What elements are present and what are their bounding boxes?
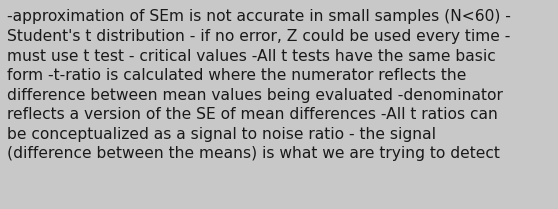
Text: -approximation of SEm is not accurate in small samples (N<60) -
Student's t dist: -approximation of SEm is not accurate in…: [7, 9, 511, 161]
